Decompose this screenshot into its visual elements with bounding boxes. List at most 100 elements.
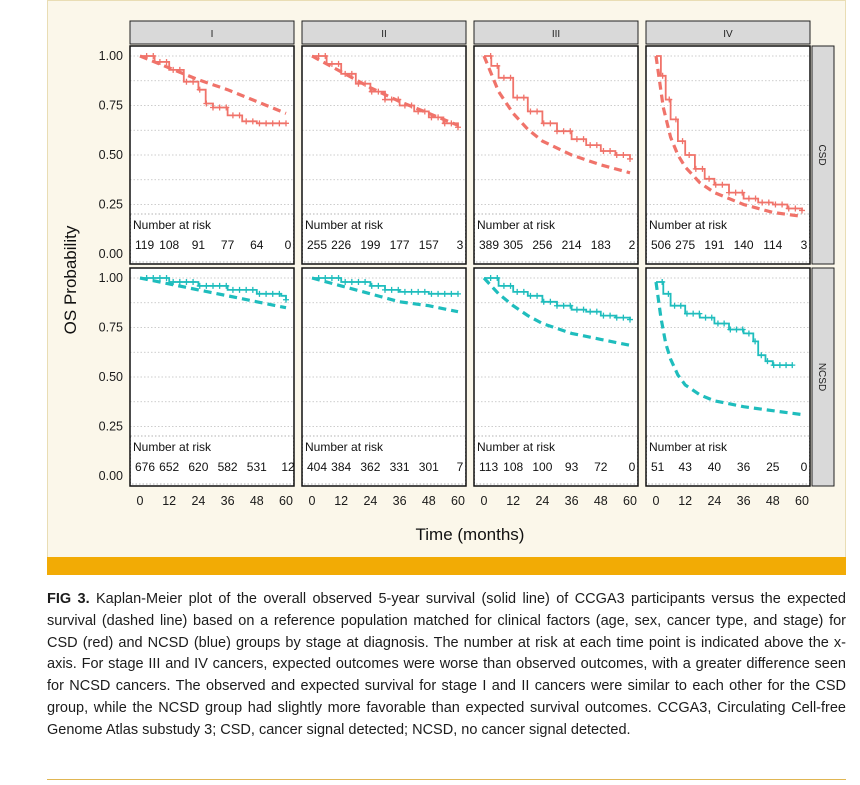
censor-mark	[190, 278, 197, 285]
censor-mark	[739, 189, 746, 196]
censor-mark	[587, 142, 594, 149]
censor-mark	[540, 120, 547, 127]
censor-mark	[770, 362, 777, 369]
censor-mark	[593, 142, 600, 149]
censor-mark	[156, 58, 163, 65]
censor-mark	[665, 290, 672, 297]
panel-border	[301, 267, 467, 487]
stage-strip	[129, 20, 295, 45]
censor-mark	[421, 108, 428, 115]
censor-mark	[170, 66, 177, 73]
group-strip	[811, 267, 835, 487]
censor-mark	[401, 102, 408, 109]
censor-mark	[216, 104, 223, 111]
censor-mark	[455, 290, 461, 297]
censor-mark	[686, 152, 693, 158]
censor-mark	[759, 199, 766, 206]
censor-mark	[150, 275, 157, 281]
censor-mark	[216, 282, 223, 289]
risk-count: 305	[503, 238, 523, 252]
censor-mark	[627, 155, 633, 162]
censor-mark	[256, 120, 263, 127]
risk-table-title: Number at risk	[649, 440, 728, 454]
censor-mark	[683, 310, 690, 317]
censor-mark	[395, 96, 402, 103]
censor-mark	[375, 282, 382, 289]
censor-mark	[448, 290, 455, 297]
panel-border	[473, 45, 639, 265]
censor-mark	[335, 275, 342, 281]
censor-mark	[500, 74, 507, 81]
x-tick-label: 48	[250, 494, 264, 508]
risk-count: 0	[285, 238, 292, 252]
censor-mark	[702, 314, 709, 321]
censor-mark	[785, 205, 792, 212]
censor-mark	[203, 282, 210, 289]
censor-mark	[263, 290, 270, 297]
risk-count: 389	[479, 238, 499, 252]
censor-mark	[196, 86, 203, 93]
risk-table-title: Number at risk	[133, 218, 212, 232]
x-tick-label: 0	[653, 494, 660, 508]
censor-mark	[613, 152, 620, 158]
group-strip-label: CSD	[816, 144, 827, 165]
censor-mark	[690, 310, 697, 317]
stage-strip	[645, 20, 811, 45]
risk-table-box	[474, 213, 638, 263]
expected-survival-line	[482, 55, 631, 175]
censor-mark	[727, 326, 734, 333]
stage-strip-label: III	[552, 29, 560, 40]
censor-mark	[677, 302, 684, 309]
censor-mark	[223, 282, 230, 289]
observed-survival-line	[140, 277, 287, 300]
censor-mark	[150, 53, 157, 59]
risk-count: 140	[734, 238, 754, 252]
risk-count: 404	[307, 460, 327, 474]
censor-mark	[547, 298, 554, 305]
y-tick-label: 0.50	[99, 370, 123, 384]
censor-mark	[799, 207, 805, 214]
expected-survival-line	[482, 276, 631, 347]
risk-count: 108	[159, 238, 179, 252]
y-axis-title: OS Probability	[61, 225, 80, 334]
y-tick-label: 0.00	[99, 247, 123, 261]
risk-count: 108	[503, 460, 523, 474]
censor-mark	[348, 70, 355, 77]
censor-mark	[764, 358, 771, 365]
censor-mark	[708, 314, 715, 321]
censor-mark	[415, 108, 422, 115]
risk-count: 25	[766, 460, 780, 474]
censor-mark	[620, 152, 627, 158]
censor-mark	[573, 136, 580, 143]
censor-mark	[776, 362, 783, 369]
group-strip-label: NCSD	[816, 363, 827, 391]
caption-divider	[47, 779, 846, 780]
x-tick-label: 24	[191, 494, 205, 508]
censor-mark	[587, 308, 594, 315]
censor-mark	[236, 286, 243, 293]
x-tick-label: 60	[623, 494, 637, 508]
risk-count: 64	[250, 238, 264, 252]
censor-mark	[580, 136, 587, 143]
censor-mark	[315, 53, 322, 59]
observed-survival-line	[656, 281, 793, 366]
censor-mark	[368, 88, 375, 95]
censor-mark	[527, 292, 534, 299]
x-axis-title: Time (months)	[416, 525, 525, 544]
censor-mark	[229, 286, 236, 293]
censor-mark	[527, 108, 534, 115]
censor-mark	[283, 120, 289, 127]
censor-mark	[560, 128, 567, 135]
risk-count: 36	[737, 460, 751, 474]
risk-count: 582	[218, 460, 238, 474]
group-strip	[811, 45, 835, 265]
censor-mark	[659, 72, 666, 79]
censor-mark	[388, 96, 395, 103]
censor-mark	[249, 286, 256, 293]
censor-mark	[745, 330, 752, 337]
censor-mark	[726, 189, 732, 196]
risk-table-title: Number at risk	[477, 218, 556, 232]
figure-caption: FIG 3. Kaplan-Meier plot of the overall …	[47, 589, 846, 742]
censor-mark	[494, 62, 501, 69]
x-tick-label: 48	[594, 494, 608, 508]
